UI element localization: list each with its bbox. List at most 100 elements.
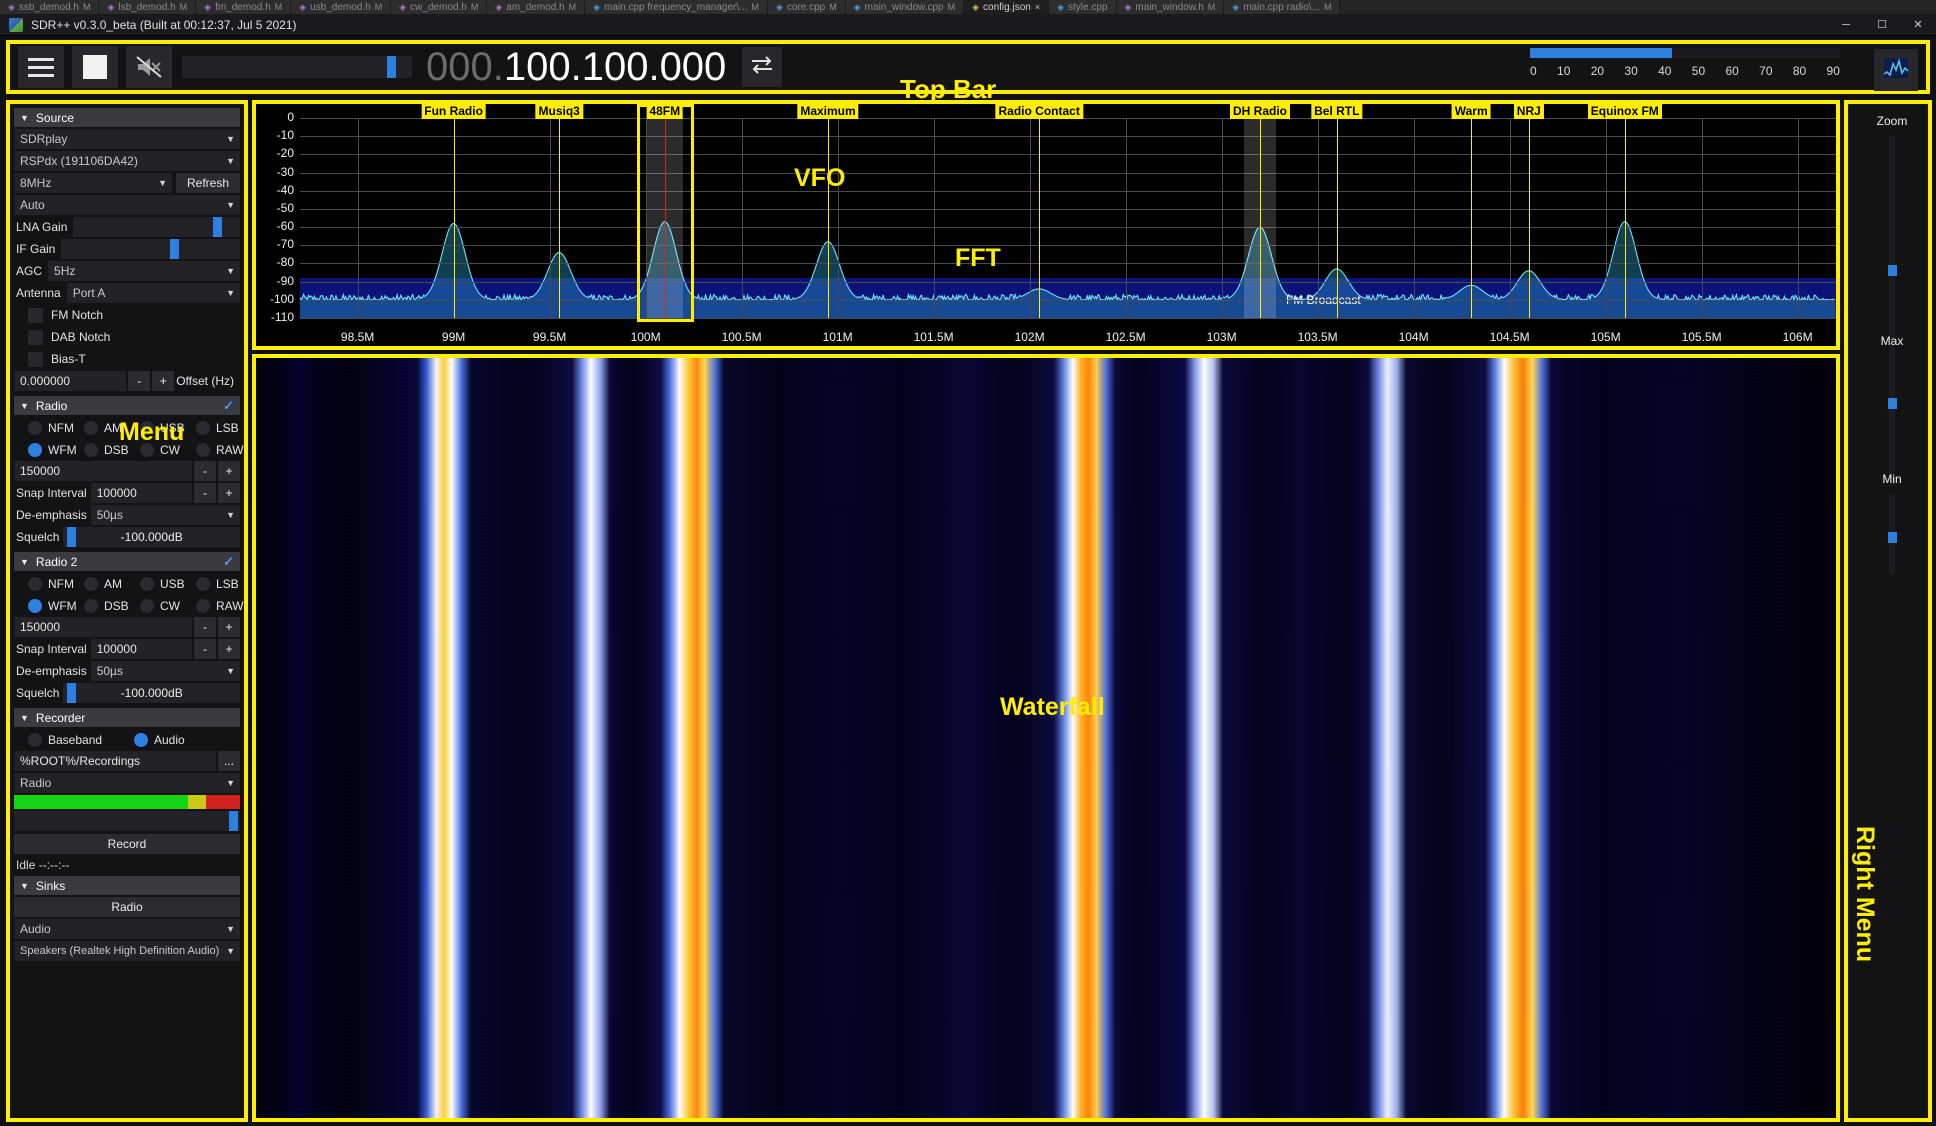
editor-tab[interactable]: ◈ main.cpp radio\... M [1224, 0, 1341, 14]
offset-minus-button[interactable]: - [128, 371, 151, 391]
minimize-button[interactable]: ─ [1842, 18, 1850, 31]
lna-gain-slider[interactable] [73, 217, 240, 237]
radio-modes-row1[interactable]: NFM AM USB LSB [14, 417, 240, 438]
radio2-squelch-slider[interactable]: -100.000dB [63, 683, 240, 703]
bandwidth-slider[interactable]: 0 10 20 30 40 50 60 70 80 90 [1530, 44, 1840, 90]
vfo-label[interactable]: 48FM [646, 104, 684, 119]
radio-bw-plus-button[interactable]: + [218, 461, 240, 481]
radio-deemph-row[interactable]: De-emphasis 50µs ▼ [14, 505, 240, 525]
radio2-mode-usb[interactable]: USB [140, 576, 196, 591]
signal-meter-button[interactable] [1874, 49, 1918, 91]
sink-device-combo[interactable]: Speakers (Realtek High Definition Audio)… [14, 941, 240, 961]
radio2-modes-row2[interactable]: WFM DSB CW RAW [14, 595, 244, 616]
vfo-label[interactable]: Fun Radio [421, 104, 486, 119]
radio-squelch-row[interactable]: Squelch -100.000dB [14, 527, 240, 547]
dab-notch-checkbox[interactable] [28, 329, 43, 345]
radio-snap-input[interactable]: 100000 [90, 483, 192, 503]
fft-panel[interactable]: FM Broadcast 0 -10 -20 -30 -40 -50 -60 -70 -80 -9… [252, 100, 1840, 350]
vfo-label[interactable]: Maximum [797, 104, 859, 119]
vfo-marker-line[interactable] [1528, 118, 1530, 318]
dab-notch-row[interactable]: DAB Notch [14, 327, 240, 347]
editor-tab[interactable]: ◈ cw_demod.h M [391, 0, 488, 14]
vfo-label[interactable]: Equinox FM [1587, 104, 1662, 119]
min-slider-knob[interactable] [1888, 532, 1897, 543]
maximize-button[interactable]: ☐ [1877, 19, 1887, 31]
mute-button[interactable] [126, 46, 172, 88]
close-button[interactable]: ✕ [1913, 19, 1923, 31]
max-slider-track[interactable] [1889, 356, 1895, 486]
editor-tab[interactable]: ◈ main_window.h M [1116, 0, 1225, 14]
vfo-label[interactable]: DH Radio [1230, 104, 1290, 119]
radio-modes-row2[interactable]: WFM DSB CW RAW [14, 439, 244, 460]
radio2-bw-minus-button[interactable]: - [194, 617, 216, 637]
radio-mode-usb[interactable]: USB [140, 420, 196, 435]
editor-tab[interactable]: ◈ am_demod.h M [487, 0, 586, 14]
recorder-mode-row[interactable]: Baseband Audio [14, 729, 240, 750]
radio-snap-row[interactable]: Snap Interval 100000 - + [14, 483, 240, 503]
radio2-modes-row1[interactable]: NFM AM USB LSB [14, 573, 240, 594]
gain-mode-combo[interactable]: Auto ▼ [14, 195, 240, 215]
vfo-marker-line[interactable] [453, 118, 455, 318]
fm-notch-checkbox[interactable] [28, 307, 43, 323]
radio2-mode-lsb[interactable]: LSB [196, 576, 244, 591]
radio2-squelch-knob[interactable] [66, 683, 76, 703]
radio-mode-raw[interactable]: RAW [196, 442, 244, 457]
radio2-enabled-checkmark-icon[interactable]: ✓ [223, 553, 234, 569]
radio-deemph-combo[interactable]: 50µs ▼ [90, 505, 240, 525]
offset-plus-button[interactable]: + [152, 371, 175, 391]
recorder-volume-slider[interactable] [14, 811, 240, 831]
vfo-marker-line[interactable] [1471, 118, 1473, 318]
radio2-mode-wfm[interactable]: WFM [28, 598, 84, 613]
source-module-combo[interactable]: SDRplay ▼ [14, 129, 240, 149]
source-device-combo[interactable]: RSPdx (191106DA42) ▼ [14, 151, 240, 171]
section-header-radio[interactable]: ▼ Radio ✓ [14, 396, 240, 415]
if-gain-slider[interactable] [61, 239, 240, 259]
zoom-slider-track[interactable] [1889, 136, 1895, 366]
offset-row[interactable]: 0.000000 - + Offset (Hz) [14, 371, 240, 391]
editor-tab[interactable]: ◈ config.json × [964, 0, 1050, 14]
if-gain-knob[interactable] [170, 239, 180, 259]
radio-mode-lsb[interactable]: LSB [196, 420, 244, 435]
section-header-recorder[interactable]: ▼ Recorder [14, 708, 240, 727]
editor-tab[interactable]: ◈ main.cpp frequency_manager\... M [585, 0, 768, 14]
frequency-display[interactable]: 000.100.100.000 [426, 45, 726, 90]
radio2-snap-plus-button[interactable]: + [218, 639, 240, 659]
vfo-swap-button[interactable] [742, 47, 783, 87]
vfo-marker-line[interactable] [1039, 118, 1041, 318]
record-button[interactable]: Record [14, 834, 240, 854]
vfo-label[interactable]: Musiq3 [535, 104, 583, 119]
radio-squelch-knob[interactable] [66, 527, 76, 547]
radio2-bw-plus-button[interactable]: + [218, 617, 240, 637]
editor-tab[interactable]: ◈ usb_demod.h M [291, 0, 392, 14]
source-device-row[interactable]: RSPdx (191106DA42) ▼ [14, 151, 240, 171]
radio2-bandwidth-row[interactable]: 150000 - + [14, 617, 240, 637]
menu-toggle-button[interactable] [18, 46, 64, 88]
editor-tab[interactable]: ◈ lsb_demod.h M [99, 0, 197, 14]
radio-mode-nfm[interactable]: NFM [28, 420, 84, 435]
recorder-path-input[interactable]: %ROOT%/Recordings [14, 751, 216, 771]
max-slider-knob[interactable] [1888, 398, 1897, 409]
agc-combo[interactable]: 5Hz ▼ [48, 261, 240, 281]
radio-mode-cw[interactable]: CW [140, 442, 196, 457]
antenna-row[interactable]: Antenna Port A ▼ [14, 283, 240, 303]
agc-row[interactable]: AGC 5Hz ▼ [14, 261, 240, 281]
window-controls[interactable]: ─ ☐ ✕ [1828, 14, 1936, 36]
radio2-bandwidth-input[interactable]: 150000 [14, 617, 192, 637]
volume-slider[interactable] [182, 56, 412, 78]
radio-bandwidth-input[interactable]: 150000 [14, 461, 192, 481]
if-gain-row[interactable]: IF Gain [14, 239, 240, 259]
vfo-label[interactable]: Warm [1451, 104, 1491, 119]
lna-gain-row[interactable]: LNA Gain [14, 217, 240, 237]
editor-tab[interactable]: ◈ fm_demod.h M [196, 0, 292, 14]
fft-plot[interactable]: FM Broadcast 0 -10 -20 -30 -40 -50 -60 -70 -80 -9… [256, 104, 1836, 346]
section-header-sinks[interactable]: ▼ Sinks [14, 876, 240, 895]
radio2-mode-raw[interactable]: RAW [196, 598, 244, 613]
radio2-deemph-combo[interactable]: 50µs ▼ [90, 661, 240, 681]
radio-snap-plus-button[interactable]: + [218, 483, 240, 503]
waterfall-panel[interactable] [252, 354, 1840, 1122]
bias-t-row[interactable]: Bias-T [14, 349, 240, 369]
source-gainmode-row[interactable]: Auto ▼ [14, 195, 240, 215]
samplerate-combo[interactable]: 8MHz ▼ [14, 173, 172, 193]
close-icon[interactable]: × [1034, 2, 1041, 12]
recorder-stream-combo[interactable]: Radio ▼ [14, 773, 240, 793]
